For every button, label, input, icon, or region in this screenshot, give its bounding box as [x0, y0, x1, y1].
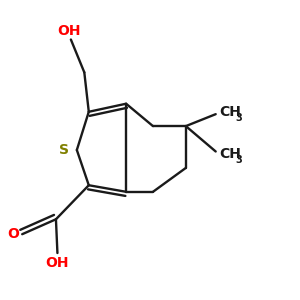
Text: 3: 3: [236, 155, 242, 166]
Text: 3: 3: [236, 113, 242, 123]
Text: CH: CH: [219, 105, 241, 119]
Text: O: O: [7, 226, 19, 241]
Text: CH: CH: [219, 148, 241, 161]
Text: OH: OH: [58, 24, 81, 38]
Text: OH: OH: [46, 256, 69, 271]
Text: S: S: [59, 143, 69, 157]
